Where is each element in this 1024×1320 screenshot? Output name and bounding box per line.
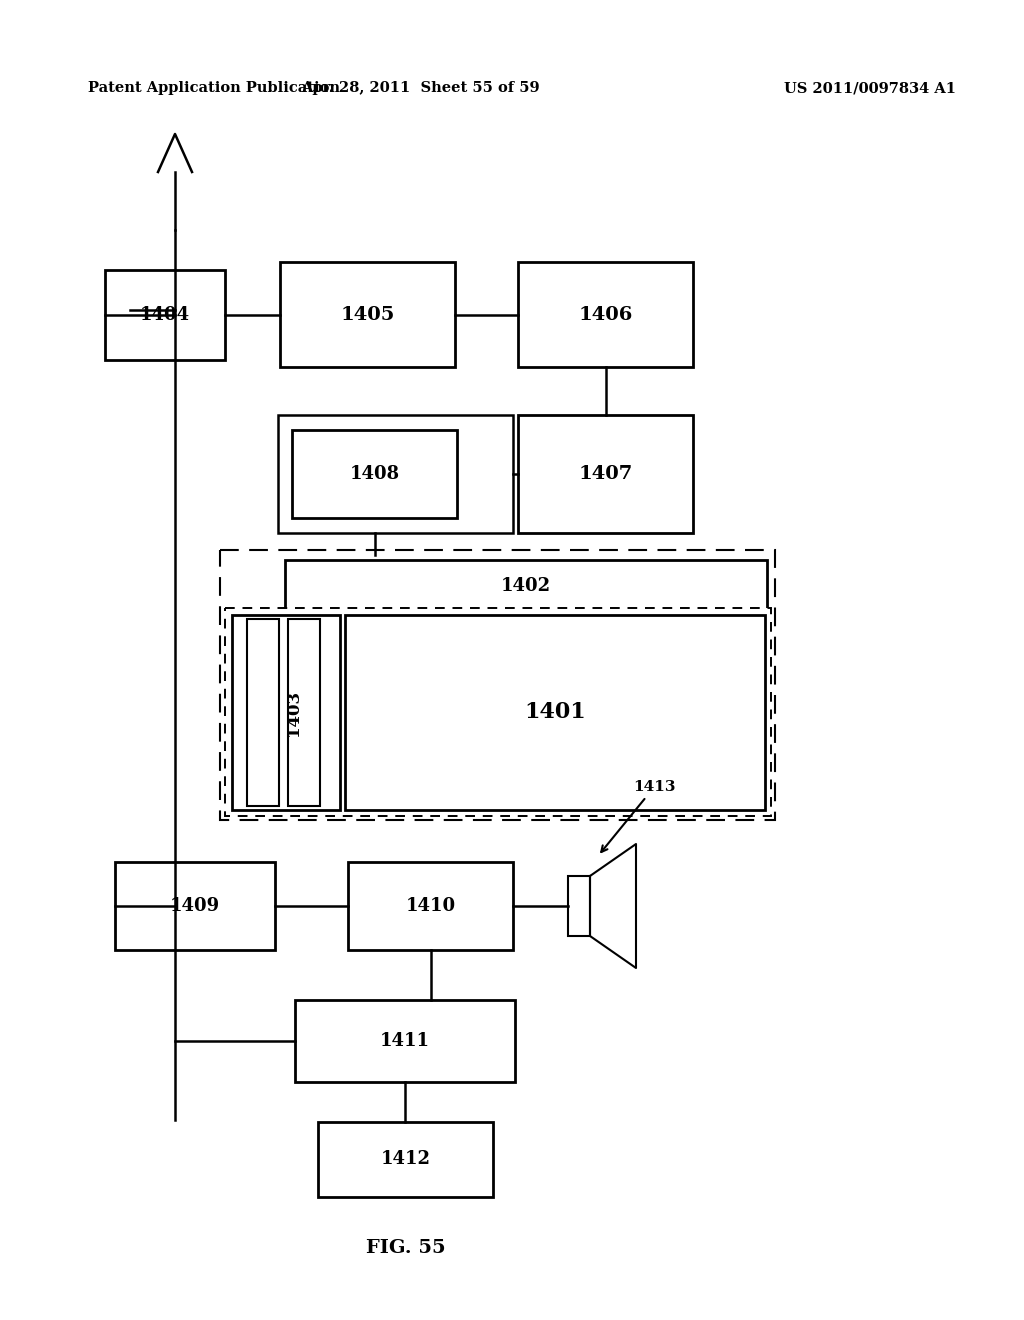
Bar (232, 615, 340, 810)
Text: 1402: 1402 (501, 577, 551, 595)
Bar (348, 862, 513, 950)
Bar (280, 261, 455, 367)
Bar (292, 430, 457, 517)
Text: 1408: 1408 (349, 465, 399, 483)
Bar (247, 619, 279, 807)
Text: 1411: 1411 (380, 1032, 430, 1049)
Text: Patent Application Publication: Patent Application Publication (88, 81, 340, 95)
Text: 1407: 1407 (579, 465, 633, 483)
Bar (105, 271, 225, 360)
Bar (285, 560, 767, 612)
Bar (288, 619, 319, 807)
Text: 1410: 1410 (406, 898, 456, 915)
Bar (278, 414, 513, 533)
Text: 1401: 1401 (524, 701, 586, 723)
Text: 1405: 1405 (340, 305, 394, 323)
Text: 1413: 1413 (601, 780, 676, 851)
Text: 1403: 1403 (286, 689, 302, 735)
Text: 1404: 1404 (140, 306, 190, 323)
Bar (345, 615, 765, 810)
Text: 1406: 1406 (579, 305, 633, 323)
Bar (225, 609, 771, 816)
Text: 1412: 1412 (381, 1151, 430, 1168)
Bar (518, 414, 693, 533)
Text: US 2011/0097834 A1: US 2011/0097834 A1 (784, 81, 956, 95)
Bar (220, 550, 775, 820)
Bar (318, 1122, 493, 1197)
Text: Apr. 28, 2011  Sheet 55 of 59: Apr. 28, 2011 Sheet 55 of 59 (301, 81, 540, 95)
Bar (518, 261, 693, 367)
Text: FIG. 55: FIG. 55 (367, 1239, 445, 1257)
Bar (295, 1001, 515, 1082)
Bar (568, 876, 590, 936)
Text: 1409: 1409 (170, 898, 220, 915)
Bar (115, 862, 275, 950)
